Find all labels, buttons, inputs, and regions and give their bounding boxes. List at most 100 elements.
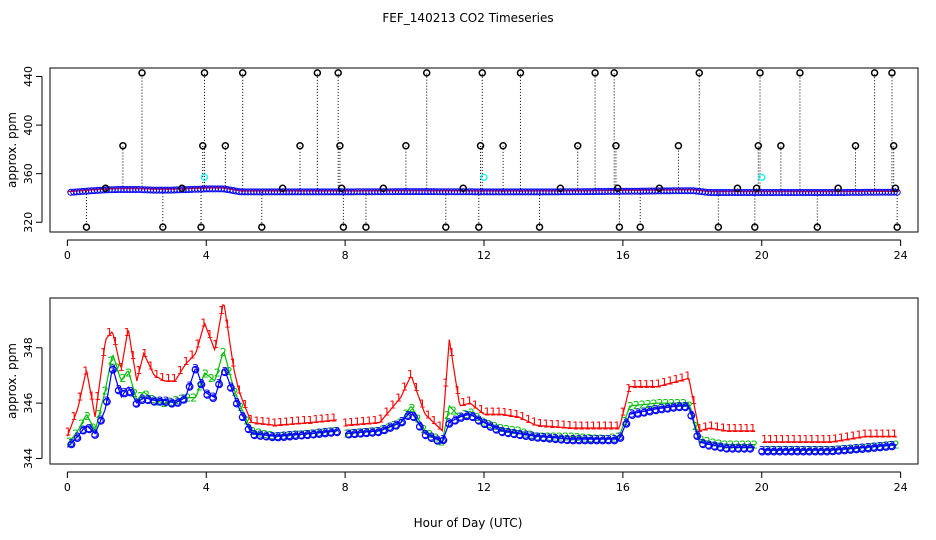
series-2-point: 2 — [586, 432, 593, 445]
series-3-point: 3 — [322, 426, 329, 439]
series-3-point: 3 — [540, 431, 547, 444]
top-baseline-line — [67, 187, 899, 193]
series-1-point: 1 — [454, 384, 461, 397]
series-3-point: 3 — [605, 433, 612, 446]
series-1-point: 1 — [76, 391, 83, 404]
series-3-point: 3 — [676, 400, 683, 413]
bottom-y-tick-label: 344 — [22, 448, 35, 469]
series-1-point: 1 — [767, 433, 774, 446]
series-1-point: 1 — [183, 355, 190, 368]
spike-point — [813, 223, 822, 231]
series-1-point: 1 — [619, 405, 626, 418]
series-1-point: 1 — [153, 368, 160, 381]
series-3-ring — [291, 432, 300, 441]
series-3-point: 3 — [157, 394, 164, 407]
spike-point — [499, 141, 507, 150]
series-1-point: 1 — [271, 416, 278, 429]
series-1-point: 1 — [560, 419, 567, 432]
series-1-point: 1 — [413, 381, 420, 394]
series-1-point: 1 — [566, 419, 573, 432]
series-3-point: 3 — [357, 426, 364, 439]
series-3-point: 3 — [694, 429, 701, 442]
series-2-point: 2 — [722, 438, 729, 451]
series-1-point: 1 — [785, 433, 792, 446]
series-2-point: 2 — [627, 400, 634, 413]
series-1-point: 1 — [743, 422, 750, 435]
series-1-point: 1 — [543, 417, 550, 430]
series-1-point: 1 — [65, 426, 72, 439]
series-3-ring — [321, 429, 330, 438]
series-2-point: 2 — [137, 390, 144, 403]
series-3-ring — [823, 447, 831, 456]
top-panel: 0 4 8 12 16 20 24 320 360 400 440 approx. ppm — [5, 66, 919, 262]
series-3-point: 3 — [381, 423, 388, 436]
top-x-tick-label: 0 — [64, 249, 71, 262]
series-3-point: 3 — [593, 433, 600, 446]
series-3-point: 3 — [623, 417, 630, 430]
series-3-ring — [746, 444, 755, 453]
series-1-point: 1 — [431, 414, 438, 427]
series-1-point: 1 — [808, 433, 815, 446]
series-3-point: 3 — [499, 425, 506, 438]
series-3-point: 3 — [652, 403, 659, 416]
series-3-point: 3 — [552, 432, 559, 445]
series-1-point: 1 — [377, 413, 384, 426]
series-3-ring — [740, 444, 749, 453]
series-1-point: 1 — [661, 376, 668, 389]
top-x-tick-label: 12 — [477, 249, 491, 262]
series-1-line — [66, 303, 897, 443]
series-3-ring — [581, 436, 589, 445]
series-3-point: 3 — [204, 388, 211, 401]
series-3-ring — [333, 428, 342, 437]
series-2-point: 2 — [745, 439, 752, 452]
series-3-point: 3 — [794, 444, 801, 457]
series-2-point: 2 — [190, 392, 197, 405]
series-3-point: 3 — [375, 425, 382, 438]
spike-point — [258, 223, 266, 231]
series-3-ring — [775, 447, 784, 456]
series-3-ring — [209, 394, 218, 403]
top-x-tick-label: 8 — [342, 249, 349, 262]
spike-point — [636, 223, 644, 231]
series-3-point: 3 — [682, 400, 689, 413]
series-3-ring — [545, 434, 554, 443]
series-2-point: 2 — [462, 408, 469, 421]
series-3-point: 3 — [664, 401, 671, 414]
series-3-point: 3 — [109, 362, 116, 375]
top-axes: 0 4 8 12 16 20 24 320 360 400 440 — [22, 66, 908, 262]
series-3-ring — [616, 434, 625, 442]
series-1-point: 1 — [224, 317, 231, 330]
series-3-point: 3 — [163, 395, 170, 408]
series-3-point: 3 — [706, 438, 713, 451]
series-1-point: 1 — [885, 428, 892, 441]
series-3-point: 3 — [523, 429, 530, 442]
series-2-point: 2 — [639, 399, 646, 412]
series-3-point: 3 — [765, 444, 772, 457]
series-3-ring — [469, 413, 477, 422]
top-plot-frame — [49, 67, 919, 233]
series-1-point: 1 — [112, 335, 119, 348]
series-1-point: 1 — [826, 433, 833, 446]
series-1-point: 1 — [82, 364, 89, 377]
spike-point — [199, 141, 207, 150]
series-3-ring — [504, 429, 513, 438]
series-3-ring — [132, 400, 141, 408]
series-1-point: 1 — [159, 371, 166, 384]
series-2-point: 2 — [657, 397, 664, 410]
series-3-ring — [97, 416, 105, 425]
series-3-ring — [85, 425, 94, 434]
series-3-ring — [888, 442, 896, 451]
series-1-point: 1 — [732, 422, 739, 435]
series-3-point: 3 — [877, 440, 884, 453]
bottom-y-tick-label: 348 — [22, 337, 35, 358]
series-3-ring — [238, 413, 247, 422]
spike-point — [422, 69, 431, 77]
series-3-point: 3 — [369, 425, 376, 438]
series-1-point: 1 — [318, 413, 325, 426]
series-1-point: 1 — [395, 391, 402, 404]
series-3-ring — [179, 396, 188, 404]
series-3-point: 3 — [405, 409, 412, 422]
series-3-point: 3 — [493, 423, 500, 436]
series-3-point: 3 — [103, 394, 110, 407]
series-3-point: 3 — [835, 444, 842, 457]
